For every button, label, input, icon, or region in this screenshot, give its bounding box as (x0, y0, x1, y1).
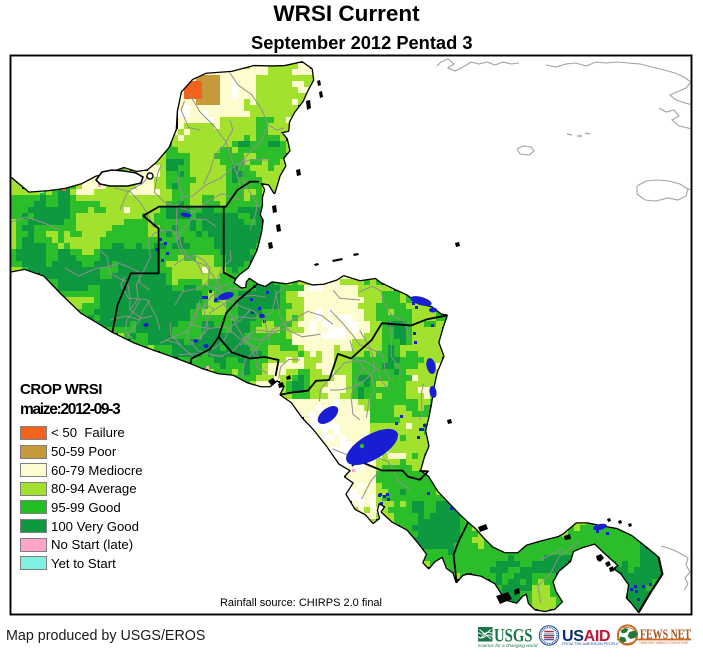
svg-text:FAMINE EARLY WARNING SYSTEMS N: FAMINE EARLY WARNING SYSTEMS NETWORK (640, 641, 689, 645)
svg-text:science for a changing world: science for a changing world (478, 643, 538, 648)
svg-text:FROM THE AMERICAN PEOPLE: FROM THE AMERICAN PEOPLE (562, 642, 619, 646)
svg-text:USAID: USAID (562, 628, 610, 645)
svg-text:USGS: USGS (494, 625, 533, 646)
svg-text:FEWS NET: FEWS NET (640, 626, 691, 641)
